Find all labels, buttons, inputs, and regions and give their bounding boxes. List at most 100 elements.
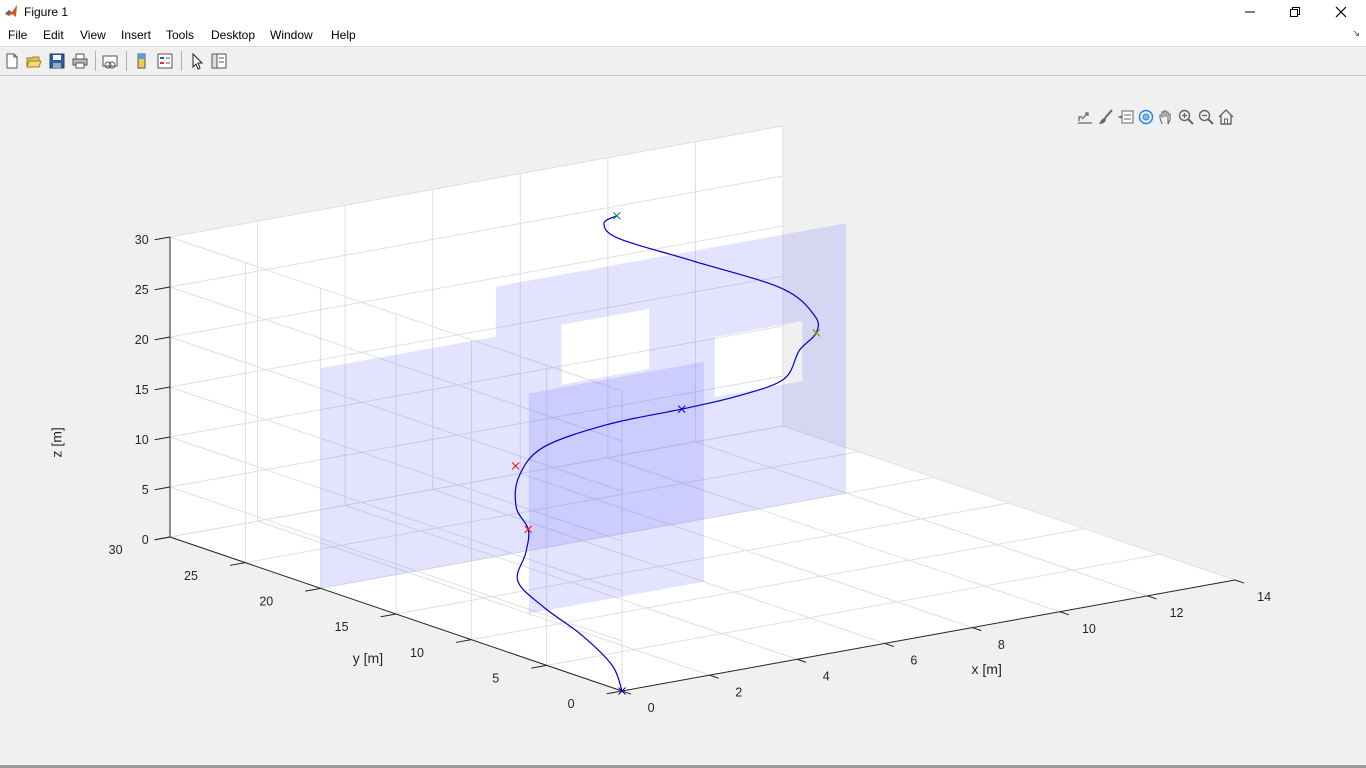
waypoint-marker xyxy=(511,462,520,470)
x-tick-label: 0 xyxy=(648,701,655,715)
y-tick-label: 10 xyxy=(410,646,424,660)
trajectory-line xyxy=(514,215,820,692)
x-tick-mark xyxy=(709,674,719,679)
z-tick-mark xyxy=(154,436,171,441)
waypoint-marker xyxy=(524,525,533,534)
x-tick-mark xyxy=(1147,595,1157,600)
x-axis-label: x [m] xyxy=(972,661,1002,677)
z-tick-mark xyxy=(154,236,171,241)
link-plot-icon[interactable] xyxy=(101,52,119,70)
y-tick-label: 20 xyxy=(259,594,273,608)
gridline xyxy=(169,436,623,592)
colorbar-icon[interactable] xyxy=(133,52,151,70)
gridline xyxy=(169,486,623,642)
y-tick-label: 0 xyxy=(568,697,575,711)
menu-help[interactable]: Help xyxy=(331,28,356,42)
open-file-icon[interactable] xyxy=(25,52,43,70)
gridline xyxy=(169,425,784,538)
gridline xyxy=(169,225,784,338)
save-icon[interactable] xyxy=(48,52,66,70)
menu-window[interactable]: Window xyxy=(270,28,313,42)
obstacle-wall-2 xyxy=(495,223,847,557)
z-tick-mark xyxy=(154,286,171,291)
z-tick-label: 10 xyxy=(135,433,149,447)
data-tips-icon[interactable] xyxy=(1117,108,1135,126)
obstacle-walls xyxy=(320,223,847,614)
minimize-icon xyxy=(1245,11,1255,13)
obstacle-wall-1 xyxy=(320,336,496,589)
gridline xyxy=(169,236,623,392)
y-tick-mark xyxy=(229,562,246,566)
y-tick-mark xyxy=(380,613,397,618)
waypoint-marker xyxy=(677,405,686,413)
x-tick-label: 6 xyxy=(910,654,917,668)
z-tick-label: 0 xyxy=(142,533,149,547)
new-figure-icon[interactable] xyxy=(3,52,21,70)
gridline xyxy=(169,286,623,442)
y-tick-mark xyxy=(606,690,623,695)
menu-insert[interactable]: Insert xyxy=(121,28,152,42)
menu-file[interactable]: File xyxy=(8,28,28,42)
menu-edit[interactable]: Edit xyxy=(43,28,64,42)
x-tick-mark xyxy=(972,627,982,632)
gridline xyxy=(395,502,1010,615)
home-icon[interactable] xyxy=(1217,108,1235,126)
gridline xyxy=(169,275,784,388)
z-tick-mark xyxy=(154,386,171,391)
y-tick-label: 5 xyxy=(492,671,499,685)
restore-button[interactable] xyxy=(1272,0,1318,24)
menubar-overflow-arrow-icon[interactable]: ↘ xyxy=(1352,28,1360,38)
z-tick-mark xyxy=(154,486,171,491)
x-tick-label: 12 xyxy=(1170,606,1184,620)
z-tick-label: 15 xyxy=(135,383,149,397)
pan-icon[interactable] xyxy=(1157,108,1175,126)
zoom-out-icon[interactable] xyxy=(1197,108,1215,126)
property-inspector-icon[interactable] xyxy=(210,52,228,70)
waypoint-marker-stroke xyxy=(613,211,621,220)
print-icon[interactable] xyxy=(71,52,89,70)
gridline xyxy=(169,336,623,492)
menu-view[interactable]: View xyxy=(80,28,106,42)
x-axis-line xyxy=(621,579,1236,692)
menubar: File Edit View Insert Tools Desktop Wind… xyxy=(0,24,1366,47)
y-axis-label: y [m] xyxy=(353,650,383,666)
gridline xyxy=(169,175,784,288)
export-icon[interactable] xyxy=(1076,108,1094,126)
x-tick-label: 4 xyxy=(823,669,830,683)
gridline xyxy=(546,553,1160,666)
obstacle-wall-0 xyxy=(528,361,704,614)
x-tick-mark xyxy=(884,642,894,647)
menu-desktop[interactable]: Desktop xyxy=(211,28,256,42)
z-tick-mark xyxy=(154,536,171,541)
toolbar-separator xyxy=(181,51,182,71)
zoom-in-icon[interactable] xyxy=(1177,108,1195,126)
y-tick-mark xyxy=(455,639,472,643)
x-tick-mark xyxy=(796,658,807,663)
waypoint-marker-stroke xyxy=(677,405,686,413)
gridline xyxy=(245,451,859,564)
close-button[interactable] xyxy=(1318,0,1364,24)
x-tick-label: 2 xyxy=(735,685,742,699)
waypoint-marker-stroke xyxy=(511,462,520,470)
z-tick-label: 25 xyxy=(135,283,149,297)
restore-icon xyxy=(1290,7,1300,17)
legend-icon[interactable] xyxy=(156,52,174,70)
z-tick-label: 30 xyxy=(135,233,149,247)
minimize-button[interactable] xyxy=(1227,0,1273,24)
edit-plot-icon[interactable] xyxy=(188,52,206,70)
y-tick-mark xyxy=(531,664,547,669)
rotate-3d-icon[interactable] xyxy=(1137,108,1155,126)
gridline xyxy=(471,528,1085,641)
x-tick-mark xyxy=(621,690,632,695)
brush-icon[interactable] xyxy=(1097,108,1115,126)
z-tick-label: 20 xyxy=(135,333,149,347)
menu-tools[interactable]: Tools xyxy=(166,28,195,42)
gridline xyxy=(320,476,934,589)
z-tick-mark xyxy=(154,336,171,341)
y-tick-label: 30 xyxy=(109,543,123,557)
gridline xyxy=(169,125,784,238)
x-tick-label: 10 xyxy=(1082,622,1096,636)
gridline xyxy=(169,375,784,488)
y-tick-mark xyxy=(305,587,321,592)
